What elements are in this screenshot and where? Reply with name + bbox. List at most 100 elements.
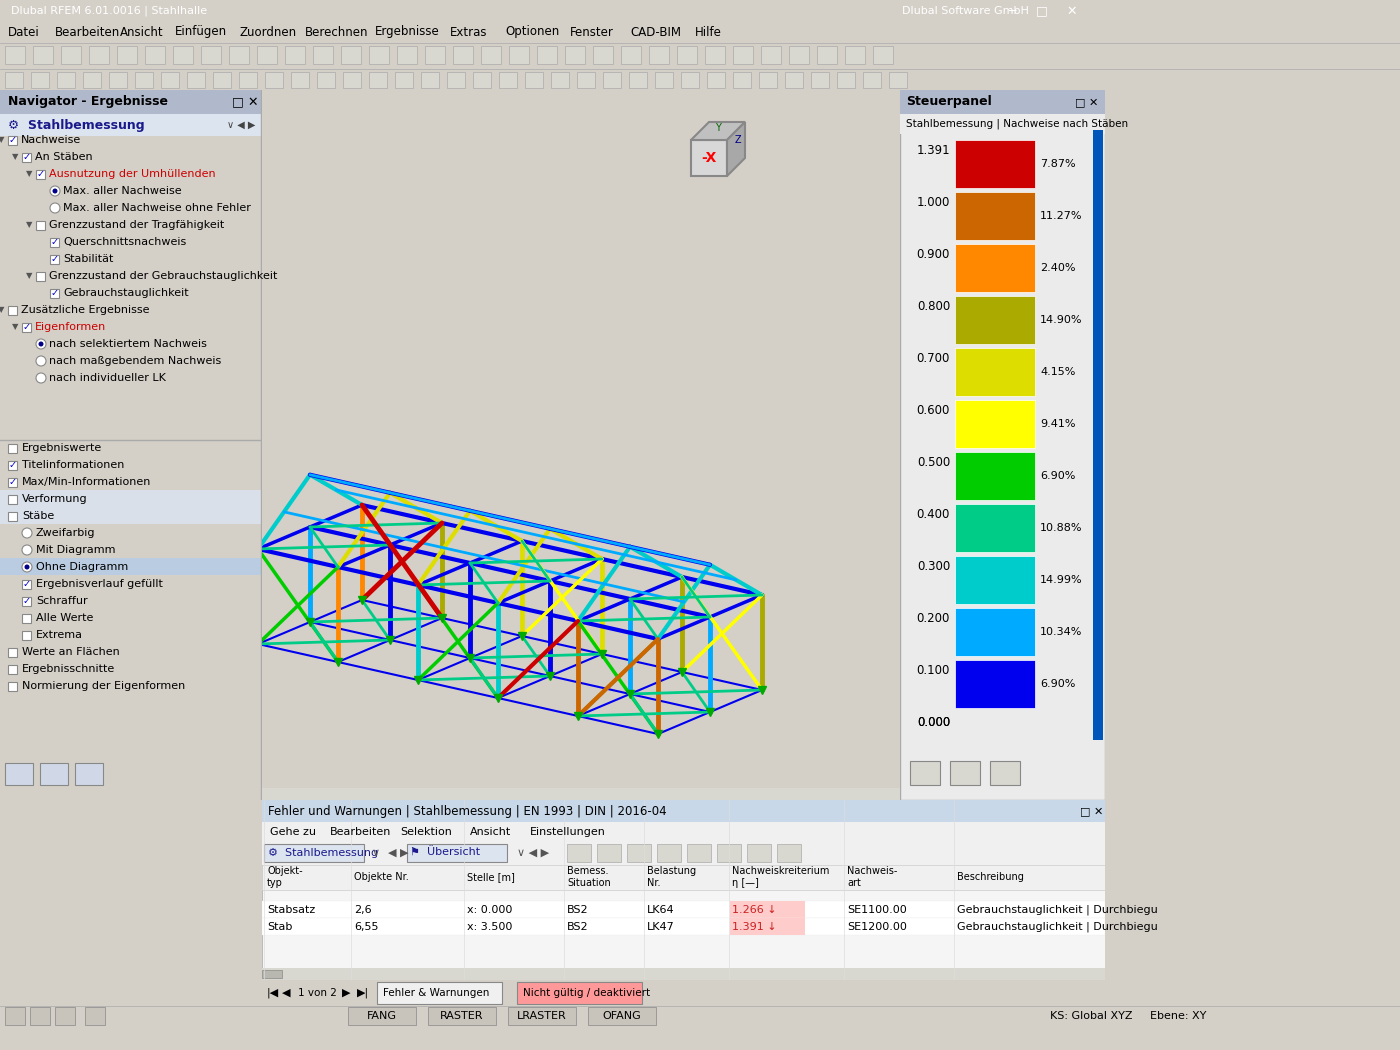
Bar xyxy=(428,1007,496,1025)
Text: 6.90%: 6.90% xyxy=(1040,471,1075,481)
Text: Werte an Flächen: Werte an Flächen xyxy=(22,647,120,657)
Text: ∨ ◀ ▶: ∨ ◀ ▶ xyxy=(517,848,549,858)
Bar xyxy=(862,72,881,88)
Bar xyxy=(538,46,557,64)
Text: Max. aller Nachweise: Max. aller Nachweise xyxy=(63,186,182,196)
Bar xyxy=(0,114,262,136)
Bar xyxy=(395,72,413,88)
Text: ✓: ✓ xyxy=(8,460,17,470)
Text: Beschreibung: Beschreibung xyxy=(958,872,1023,882)
Text: SE1200.00: SE1200.00 xyxy=(847,922,907,932)
Bar xyxy=(874,46,893,64)
Bar xyxy=(8,461,17,470)
Text: Bemess.
Situation: Bemess. Situation xyxy=(567,866,610,888)
Bar xyxy=(6,72,22,88)
Bar xyxy=(729,918,805,935)
Text: Gebrauchstauglichkeit: Gebrauchstauglichkeit xyxy=(63,288,189,298)
Bar xyxy=(202,46,221,64)
Text: 2.40%: 2.40% xyxy=(1040,262,1075,273)
Text: Berechnen: Berechnen xyxy=(305,25,368,39)
Bar xyxy=(83,72,101,88)
Text: 4.15%: 4.15% xyxy=(1040,368,1075,377)
Text: ▶: ▶ xyxy=(342,988,350,998)
Text: Stelle [m]: Stelle [m] xyxy=(468,872,515,882)
Text: KS: Global XYZ     Ebene: XY: KS: Global XYZ Ebene: XY xyxy=(1050,1011,1207,1021)
Bar xyxy=(8,136,17,145)
Bar xyxy=(837,72,855,88)
Bar xyxy=(76,763,104,785)
Text: ✓: ✓ xyxy=(8,135,17,145)
Text: ▼: ▼ xyxy=(27,169,32,179)
Text: ⚑  Übersicht: ⚑ Übersicht xyxy=(410,848,480,858)
Text: Dlubal RFEM 6.01.0016 | Stahlhalle: Dlubal RFEM 6.01.0016 | Stahlhalle xyxy=(11,5,207,16)
Text: ⚙  Stahlbemessung: ⚙ Stahlbemessung xyxy=(267,848,378,858)
Text: Nachweise: Nachweise xyxy=(21,135,81,145)
Bar xyxy=(650,46,669,64)
Text: Fehler und Warnungen | Stahlbemessung | EN 1993 | DIN | 2016-04: Fehler und Warnungen | Stahlbemessung | … xyxy=(267,804,666,818)
Text: -X: -X xyxy=(701,151,717,165)
Text: Ergebnisse: Ergebnisse xyxy=(375,25,440,39)
Text: Extras: Extras xyxy=(449,25,487,39)
Circle shape xyxy=(36,356,46,366)
Text: □ ✕: □ ✕ xyxy=(1079,806,1103,816)
Bar xyxy=(889,72,907,88)
Bar xyxy=(629,72,647,88)
Bar xyxy=(517,982,643,1004)
Bar xyxy=(407,844,507,862)
Text: ✓: ✓ xyxy=(22,596,31,606)
Circle shape xyxy=(36,339,46,349)
Bar xyxy=(370,72,386,88)
Text: LRASTER: LRASTER xyxy=(517,1011,567,1021)
Text: 1 von 2: 1 von 2 xyxy=(298,988,337,998)
Bar xyxy=(262,865,1105,890)
Bar xyxy=(22,631,31,640)
Text: Mit Diagramm: Mit Diagramm xyxy=(36,545,115,555)
Text: Querschnittsnachweis: Querschnittsnachweis xyxy=(63,237,186,247)
Text: ◀ ▶: ◀ ▶ xyxy=(388,848,409,858)
Text: Fehler & Warnungen: Fehler & Warnungen xyxy=(384,988,490,998)
Text: FANG: FANG xyxy=(367,1011,398,1021)
Bar xyxy=(262,968,1105,980)
Text: OFANG: OFANG xyxy=(602,1011,641,1021)
Text: ▶|: ▶| xyxy=(357,988,370,999)
Text: Max. aller Nachweise ohne Fehler: Max. aller Nachweise ohne Fehler xyxy=(63,203,251,213)
Bar xyxy=(955,192,1035,240)
Circle shape xyxy=(22,545,32,555)
Bar xyxy=(6,1007,25,1025)
Bar xyxy=(729,901,805,918)
Text: 0.000: 0.000 xyxy=(917,716,951,729)
Bar xyxy=(262,901,1105,918)
Bar xyxy=(262,842,1105,865)
Text: Optionen: Optionen xyxy=(505,25,559,39)
Text: Grenzzustand der Tragfähigkeit: Grenzzustand der Tragfähigkeit xyxy=(49,220,224,230)
Bar xyxy=(343,72,361,88)
Bar xyxy=(0,90,262,114)
Bar xyxy=(50,238,59,247)
Bar xyxy=(90,46,109,64)
Text: 10.34%: 10.34% xyxy=(1040,627,1082,637)
Text: ▼: ▼ xyxy=(13,152,18,162)
Bar xyxy=(762,46,781,64)
Text: Z: Z xyxy=(734,135,741,145)
Bar xyxy=(706,46,725,64)
Bar xyxy=(790,46,809,64)
Text: Schraffur: Schraffur xyxy=(36,596,88,606)
Text: Gehe zu: Gehe zu xyxy=(270,827,316,837)
Bar xyxy=(8,306,17,315)
Text: Stahlbemessung | Nachweise nach Stäben: Stahlbemessung | Nachweise nach Stäben xyxy=(906,119,1128,129)
Text: 0.600: 0.600 xyxy=(917,404,951,417)
Text: Navigator - Ergebnisse: Navigator - Ergebnisse xyxy=(8,96,168,108)
Bar xyxy=(22,323,31,332)
Bar xyxy=(785,72,804,88)
Bar xyxy=(262,800,1105,822)
Bar xyxy=(8,648,17,657)
Text: 0.200: 0.200 xyxy=(917,612,951,625)
Bar xyxy=(262,788,900,800)
Bar xyxy=(8,495,17,504)
Text: ◀: ◀ xyxy=(281,988,291,998)
Bar xyxy=(622,46,641,64)
Text: Dlubal Software GmbH: Dlubal Software GmbH xyxy=(902,6,1029,16)
Text: ✓: ✓ xyxy=(22,579,31,589)
Bar xyxy=(566,46,585,64)
Bar xyxy=(717,844,741,862)
